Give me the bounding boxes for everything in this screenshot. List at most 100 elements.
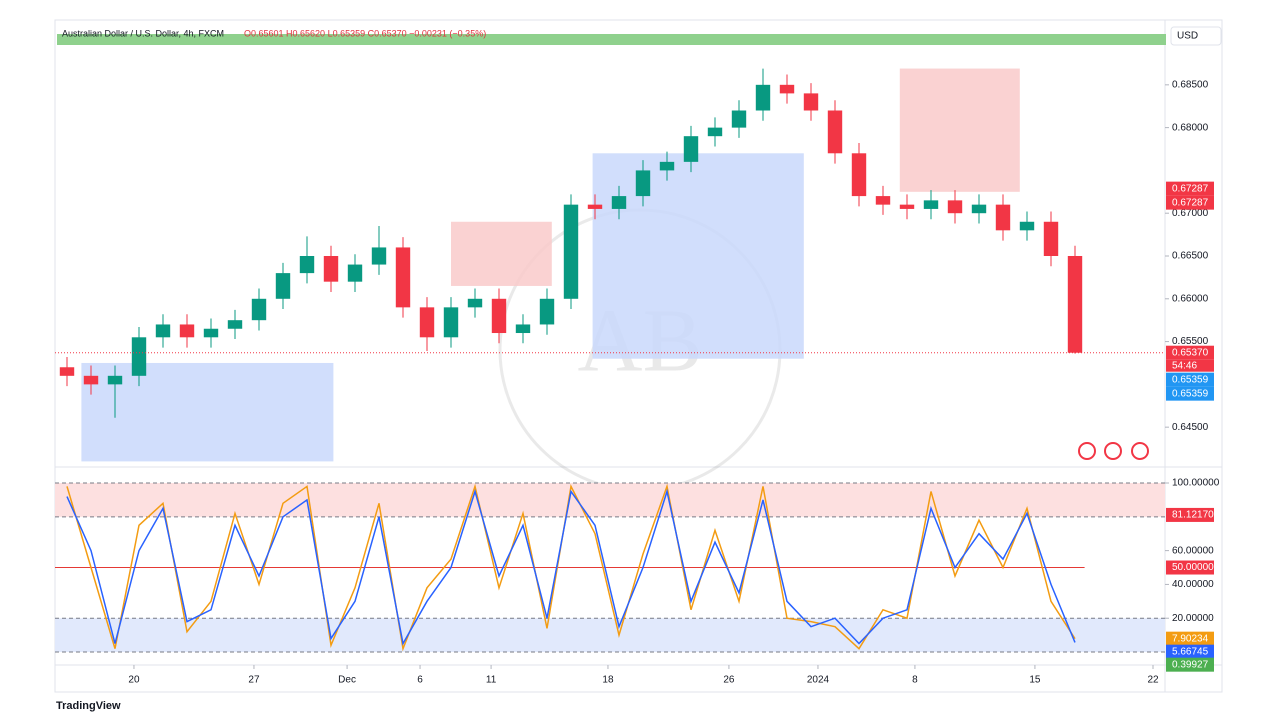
- currency-button[interactable]: [1170, 26, 1222, 46]
- countdown: 54:46: [1172, 360, 1197, 371]
- y-tick-label: 100.00000: [1172, 478, 1220, 489]
- y-tick-label: 20.00000: [1172, 613, 1214, 624]
- ohlc-values: O0.65601 H0.65620 L0.65359 C0.65370 −0.0…: [244, 28, 486, 38]
- price-label-bg: [1166, 507, 1214, 522]
- price-label: 50.00000: [1172, 562, 1214, 573]
- y-tick-label: 60.00000: [1172, 545, 1214, 556]
- band: [55, 618, 1165, 653]
- zone: [81, 362, 334, 462]
- frame: [54, 19, 1223, 693]
- x-tick-label: 18: [602, 675, 614, 686]
- candle-body: [1067, 255, 1083, 353]
- candle-body: [635, 170, 651, 197]
- price-label-bg: [1166, 181, 1214, 196]
- x-tick-label: Dec: [338, 675, 356, 686]
- candle-body: [851, 153, 867, 197]
- event-icon: [1104, 442, 1122, 460]
- x-tick-label: 11: [486, 675, 497, 686]
- candle-body: [779, 84, 795, 94]
- price-label: 0.65359: [1172, 388, 1209, 399]
- x-tick-label: 6: [417, 675, 423, 686]
- event-icon: [1078, 442, 1096, 460]
- y-tick-label: 40.00000: [1172, 579, 1214, 590]
- candle-body: [131, 337, 147, 376]
- candle-body: [827, 110, 843, 154]
- candle-body: [659, 161, 675, 171]
- zone: [451, 221, 552, 286]
- x-tick-label: 15: [1029, 675, 1041, 686]
- symbol-title: Australian Dollar / U.S. Dollar, 4h, FXC…: [62, 28, 224, 38]
- currency-label[interactable]: USD: [1177, 31, 1198, 42]
- price-label: 0.39927: [1172, 659, 1209, 670]
- candle-body: [299, 255, 315, 274]
- candle-body: [227, 320, 243, 329]
- countdown-bg: [1166, 359, 1214, 372]
- price-label: 5.66745: [1172, 646, 1209, 657]
- price-label-bg: [1166, 657, 1214, 672]
- x-tick-label: 26: [723, 675, 735, 686]
- candle-body: [803, 93, 819, 111]
- price-label: 81.12170: [1172, 510, 1214, 521]
- price-label-bg: [1166, 386, 1214, 401]
- price-label-bg: [1166, 195, 1214, 210]
- candle-body: [923, 200, 939, 209]
- candle-body: [323, 255, 339, 282]
- price-label-bg: [1166, 560, 1214, 575]
- candle-body: [707, 127, 723, 137]
- candle-body: [203, 328, 219, 338]
- candle-body: [59, 367, 75, 376]
- candle-body: [971, 204, 987, 214]
- price-label: 0.67287: [1172, 183, 1209, 194]
- oscillator-line: [66, 483, 1076, 652]
- price-label-bg: [1166, 644, 1214, 659]
- price-label: 0.65370: [1172, 347, 1209, 358]
- candle-body: [1019, 221, 1035, 231]
- candle-body: [83, 375, 99, 385]
- y-tick-label: 0.68000: [1172, 122, 1209, 133]
- event-icon: [1131, 442, 1149, 460]
- y-tick-label: 0.65500: [1172, 336, 1209, 347]
- candle-body: [179, 324, 195, 338]
- candle-body: [755, 84, 771, 111]
- price-label-bg: [1166, 631, 1214, 646]
- x-tick-label: 22: [1147, 675, 1159, 686]
- y-tick-label: 0.68500: [1172, 79, 1209, 90]
- y-tick-label: 0.66000: [1172, 293, 1209, 304]
- y-tick-label: 0.64500: [1172, 422, 1209, 433]
- candle-body: [443, 307, 459, 338]
- brand-logo: TradingView: [56, 700, 121, 712]
- candle-body: [899, 204, 915, 209]
- x-tick-label: 27: [248, 675, 260, 686]
- zone: [592, 153, 804, 359]
- x-tick-label: 2024: [807, 675, 830, 686]
- header-bar: [57, 34, 1166, 45]
- candle-body: [683, 136, 699, 162]
- candle-body: [371, 247, 387, 265]
- candle-body: [395, 247, 411, 308]
- price-label: 7.90234: [1172, 633, 1209, 644]
- candle-body: [275, 273, 291, 299]
- candle-body: [1043, 221, 1059, 256]
- candle-body: [995, 204, 1011, 231]
- candle-body: [467, 298, 483, 308]
- band: [55, 483, 1165, 517]
- candle-body: [155, 324, 171, 338]
- zone: [899, 68, 1020, 192]
- y-tick-label: 0.67000: [1172, 208, 1209, 219]
- candle-body: [419, 307, 435, 338]
- candle-body: [875, 196, 891, 205]
- candle-body: [539, 298, 555, 325]
- price-label-bg: [1166, 372, 1214, 387]
- candle-body: [611, 196, 627, 209]
- candle-body: [347, 264, 363, 282]
- y-tick-label: 0.66500: [1172, 251, 1209, 262]
- candle-body: [515, 324, 531, 334]
- x-tick-label: 8: [912, 675, 918, 686]
- price-label: 0.67287: [1172, 197, 1209, 208]
- candle-body: [491, 298, 507, 334]
- event-icons: [1078, 442, 1149, 460]
- oscillator-line: [66, 488, 1076, 646]
- candle-body: [587, 204, 603, 209]
- candle-body: [731, 110, 747, 128]
